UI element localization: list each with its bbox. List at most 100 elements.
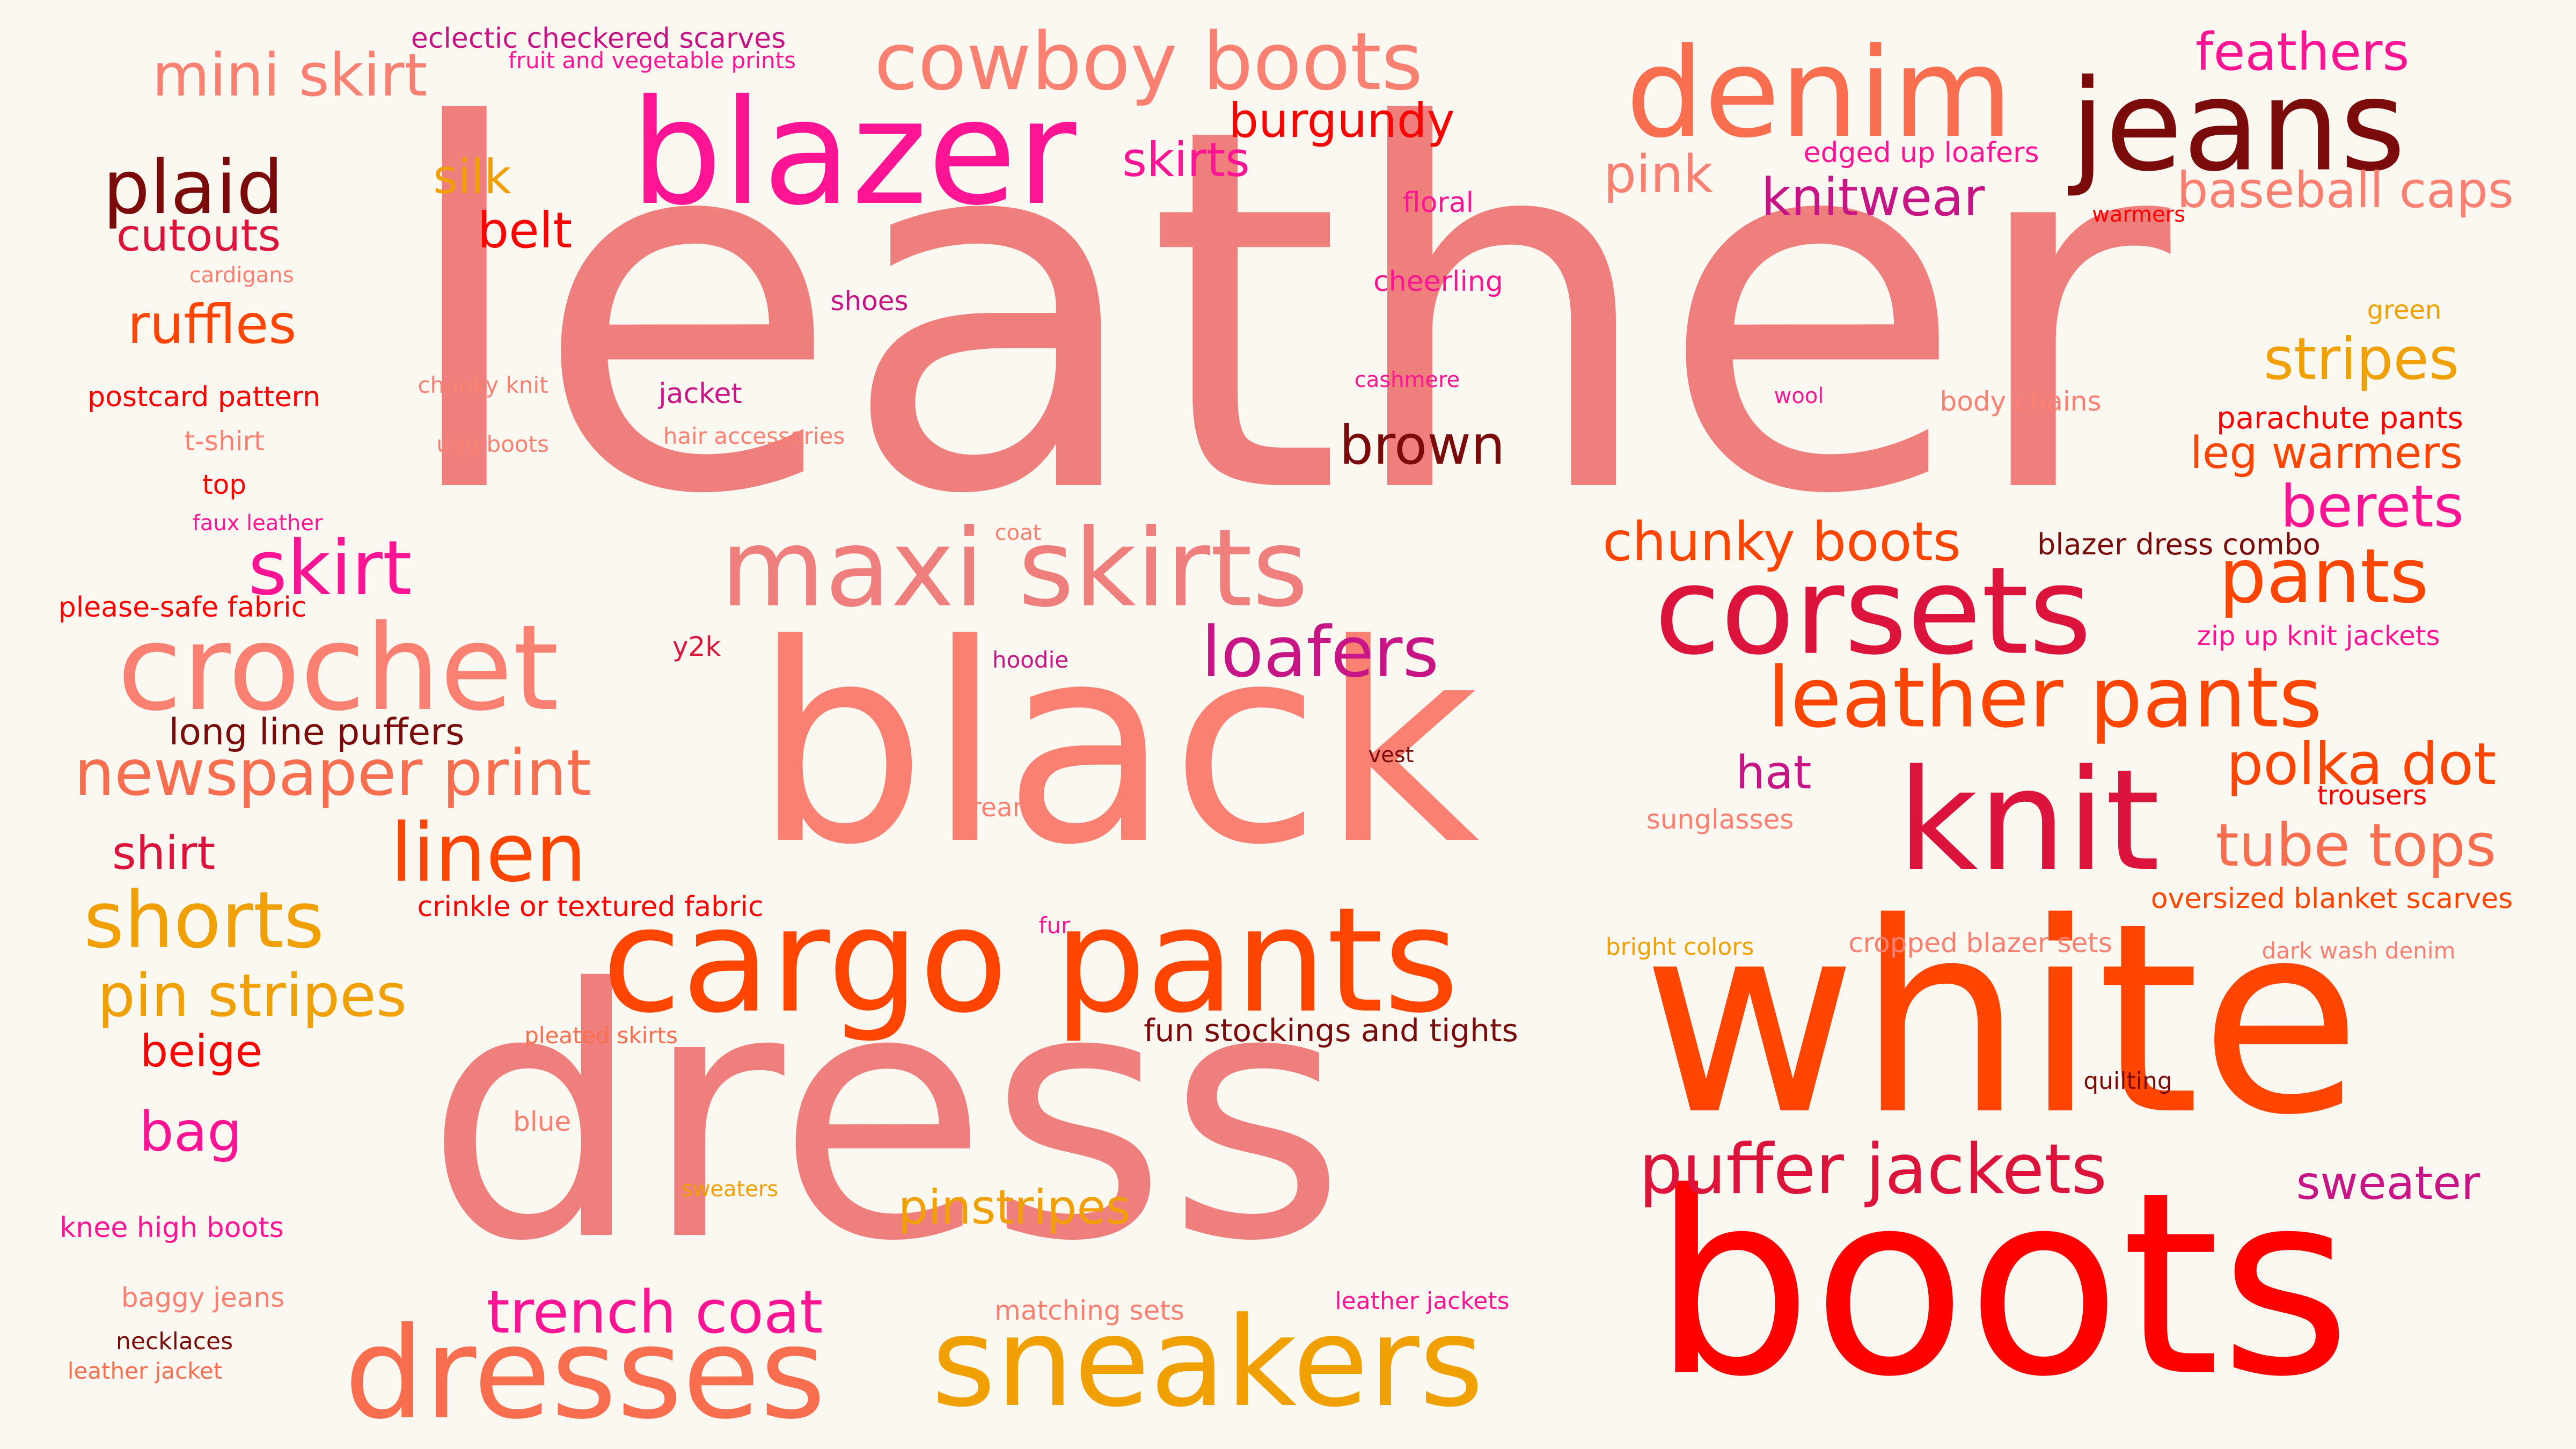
word: plaid <box>103 144 284 231</box>
word: jeans <box>2070 53 2406 200</box>
word: skirts <box>1122 132 1250 187</box>
word: skirt <box>248 525 412 612</box>
word: cream <box>956 793 1038 823</box>
word: blazer dress combo <box>2037 528 2321 561</box>
word: pinstripes <box>898 1180 1131 1235</box>
word: top <box>202 469 246 500</box>
word: trousers <box>2317 780 2427 811</box>
word: baseball caps <box>2177 162 2514 219</box>
word: cowboy boots <box>874 16 1423 108</box>
word: necklaces <box>115 1328 233 1355</box>
word: edged up loafers <box>1803 137 2039 169</box>
word: chunky knit <box>418 372 548 398</box>
word: warmers <box>2092 202 2185 227</box>
word: matching sets <box>994 1295 1184 1326</box>
word: trench coat <box>486 1278 823 1346</box>
word: loafers <box>1201 611 1439 693</box>
word: berets <box>2280 473 2464 540</box>
word: cropped blazer sets <box>1848 927 2112 958</box>
word: ugg boots <box>436 431 549 457</box>
word: boots <box>1652 1138 2352 1432</box>
word: shirt <box>112 826 216 880</box>
word: oversized blanket scarves <box>2150 883 2513 915</box>
word: black <box>753 587 1480 905</box>
word: silk <box>433 149 511 204</box>
word: floral <box>1402 187 1474 219</box>
word: postcard pattern <box>87 381 320 413</box>
word: pants <box>2219 533 2429 620</box>
word: crinkle or textured fabric <box>417 891 764 923</box>
word: blazer <box>630 68 1077 237</box>
word: sneakers <box>931 1291 1484 1435</box>
word: hat <box>1736 746 1812 800</box>
word: sweater <box>2296 1157 2480 1210</box>
word: long line puffers <box>169 711 465 753</box>
word: body chains <box>1940 386 2102 417</box>
word: feathers <box>2195 22 2410 82</box>
word: shorts <box>83 875 325 966</box>
word: quilting <box>2083 1067 2172 1095</box>
word: blue <box>513 1106 572 1137</box>
word: puffer jackets <box>1638 1130 2107 1210</box>
word: sunglasses <box>1646 804 1794 835</box>
word: leather jackets <box>1335 1287 1510 1315</box>
word: knit <box>1897 740 2160 902</box>
word: vest <box>1368 743 1414 767</box>
word: dresses <box>344 1300 826 1447</box>
word: coat <box>994 521 1042 545</box>
word: y2k <box>672 631 721 662</box>
word: newspaper print <box>74 736 591 810</box>
word: denim <box>1626 22 2013 165</box>
word: faux leather <box>192 511 323 536</box>
word: knitwear <box>1761 167 1985 228</box>
word: eclectic checkered scarves <box>411 23 786 55</box>
word: burgundy <box>1228 93 1455 148</box>
word: dress <box>425 916 1346 1316</box>
word: green <box>2367 295 2442 325</box>
word: crochet <box>117 599 559 737</box>
word: white <box>1642 866 2362 1173</box>
word: t-shirt <box>184 426 265 457</box>
word: polka dot <box>2226 731 2497 798</box>
word: brown <box>1339 414 1505 477</box>
word: leather pants <box>1767 649 2322 747</box>
word: pleated skirts <box>524 1022 678 1049</box>
word: beige <box>140 1026 262 1077</box>
word: cutouts <box>116 210 281 261</box>
word: belt <box>477 202 573 259</box>
word: please-safe fabric <box>58 591 307 624</box>
word: zip up knit jackets <box>2197 620 2440 652</box>
word: fur <box>1038 912 1071 939</box>
word: stripes <box>2263 326 2460 393</box>
word: shoes <box>830 286 909 317</box>
word: knee high boots <box>60 1212 284 1244</box>
word: sweaters <box>681 1177 779 1202</box>
word: pin stripes <box>97 961 407 1030</box>
word: bag <box>139 1100 242 1164</box>
word: tube tops <box>2215 811 2497 880</box>
word: chunky boots <box>1602 510 1961 573</box>
word: fun stockings and tights <box>1144 1012 1518 1049</box>
word: corsets <box>1654 541 2092 682</box>
word: ruffles <box>127 293 297 356</box>
word: leg warmers <box>2190 428 2463 479</box>
word: baggy jeans <box>121 1282 285 1313</box>
word: fruit and vegetable prints <box>508 47 796 74</box>
word: cashmere <box>1354 368 1460 392</box>
word: mini skirt <box>152 41 428 109</box>
word: cheerling <box>1373 266 1503 298</box>
word: wool <box>1774 384 1824 408</box>
word: dark wash denim <box>2262 938 2456 964</box>
word: pink <box>1603 144 1714 204</box>
word: leather jacket <box>67 1358 223 1384</box>
word: linen <box>390 807 587 900</box>
word: hoodie <box>992 647 1069 673</box>
word: leather <box>394 23 2171 603</box>
word: jacket <box>658 378 742 410</box>
word: bright colors <box>1605 933 1754 961</box>
word: maxi skirts <box>720 506 1308 631</box>
word: hair accessories <box>663 423 845 449</box>
word: parachute pants <box>2216 401 2463 436</box>
word: cargo pants <box>602 876 1459 1045</box>
